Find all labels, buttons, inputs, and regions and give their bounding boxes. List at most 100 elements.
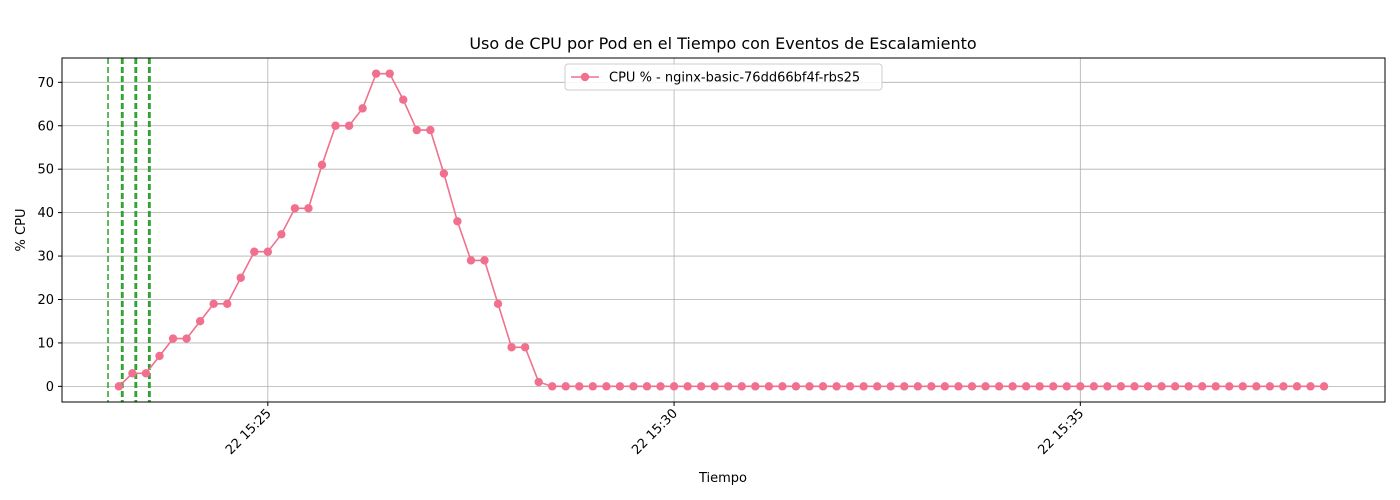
data-point <box>818 382 828 391</box>
data-point <box>873 382 882 391</box>
data-point <box>927 382 936 391</box>
data-point <box>520 343 530 352</box>
data-point <box>642 382 652 391</box>
data-point <box>710 382 719 391</box>
data-point <box>371 69 381 78</box>
data-point <box>426 125 435 135</box>
axes-frame <box>61 57 1386 403</box>
y-axis-label: % CPU <box>14 209 29 252</box>
data-point <box>656 382 665 391</box>
y-tick-label: 60 <box>37 119 54 134</box>
data-point <box>141 369 151 378</box>
data-point <box>845 382 855 391</box>
chart-title: Uso de CPU por Pod en el Tiempo con Even… <box>469 34 976 53</box>
data-point <box>399 95 408 104</box>
data-point <box>1157 382 1166 391</box>
data-point <box>588 382 598 391</box>
y-tick-label: 20 <box>37 293 54 308</box>
y-tick-label: 40 <box>37 206 54 221</box>
data-point <box>263 247 273 256</box>
legend: CPU % - nginx-basic-76dd66bf4f-rbs25 <box>564 63 883 91</box>
data-point <box>940 382 950 391</box>
data-point <box>1197 382 1207 391</box>
data-point <box>1089 382 1099 391</box>
data-point <box>493 299 503 309</box>
data-point <box>1116 382 1126 391</box>
data-point <box>250 247 259 256</box>
data-point <box>195 317 205 326</box>
y-tick-label: 50 <box>37 163 54 178</box>
data-point <box>602 382 611 391</box>
data-point <box>480 256 489 265</box>
data-point <box>1211 382 1220 391</box>
data-point <box>561 382 570 391</box>
data-point <box>466 256 476 265</box>
data-point <box>683 382 692 391</box>
data-point <box>724 382 733 391</box>
data-point <box>859 382 868 391</box>
data-point <box>317 160 327 170</box>
data-point <box>575 382 584 391</box>
data-point <box>344 121 354 130</box>
data-point <box>1143 382 1153 391</box>
y-tick-label: 10 <box>37 336 54 351</box>
data-point <box>764 382 774 391</box>
data-point <box>629 382 638 391</box>
data-point <box>900 382 909 391</box>
data-point <box>1130 382 1139 391</box>
data-point <box>886 382 895 391</box>
data-point <box>1319 382 1329 391</box>
data-point <box>1279 382 1288 391</box>
data-point <box>954 382 963 391</box>
data-point <box>805 382 814 391</box>
data-point <box>168 334 178 343</box>
y-tick-label: 30 <box>37 250 54 265</box>
data-point <box>453 217 462 226</box>
data-point <box>1062 382 1071 391</box>
data-point <box>967 382 977 391</box>
data-point <box>1076 382 1085 391</box>
data-point <box>615 382 625 391</box>
data-point <box>791 382 801 391</box>
data-point <box>236 273 245 282</box>
data-point <box>385 69 394 78</box>
data-point <box>1103 382 1112 391</box>
data-point <box>1021 382 1031 391</box>
data-point <box>1292 382 1302 391</box>
data-point <box>751 382 760 391</box>
data-point <box>778 382 787 391</box>
data-point <box>1184 382 1193 391</box>
data-point <box>548 382 557 391</box>
data-point <box>696 382 706 391</box>
data-point <box>155 351 164 361</box>
data-point <box>507 343 516 352</box>
data-point <box>1306 382 1315 391</box>
legend-marker-swatch <box>580 72 590 82</box>
data-point <box>1265 382 1275 391</box>
y-tick-label: 0 <box>46 380 54 395</box>
data-point <box>832 382 841 391</box>
data-point <box>290 204 300 213</box>
data-point <box>358 104 367 113</box>
data-point <box>1035 382 1044 391</box>
data-point <box>128 369 137 378</box>
data-point <box>1008 382 1017 391</box>
data-point <box>223 299 232 309</box>
data-point <box>1252 382 1261 391</box>
data-point <box>1225 382 1234 391</box>
data-point <box>304 204 313 213</box>
x-axis-label: Tiempo <box>698 471 747 486</box>
y-tick-label: 70 <box>37 76 54 91</box>
data-point <box>1238 382 1248 391</box>
data-point <box>981 382 990 391</box>
data-point <box>1049 382 1058 391</box>
data-point <box>913 382 923 391</box>
data-point <box>209 299 218 309</box>
data-point <box>182 334 191 343</box>
data-point <box>669 382 679 391</box>
data-point <box>277 230 286 239</box>
data-point <box>331 121 340 130</box>
data-point <box>1170 382 1180 391</box>
